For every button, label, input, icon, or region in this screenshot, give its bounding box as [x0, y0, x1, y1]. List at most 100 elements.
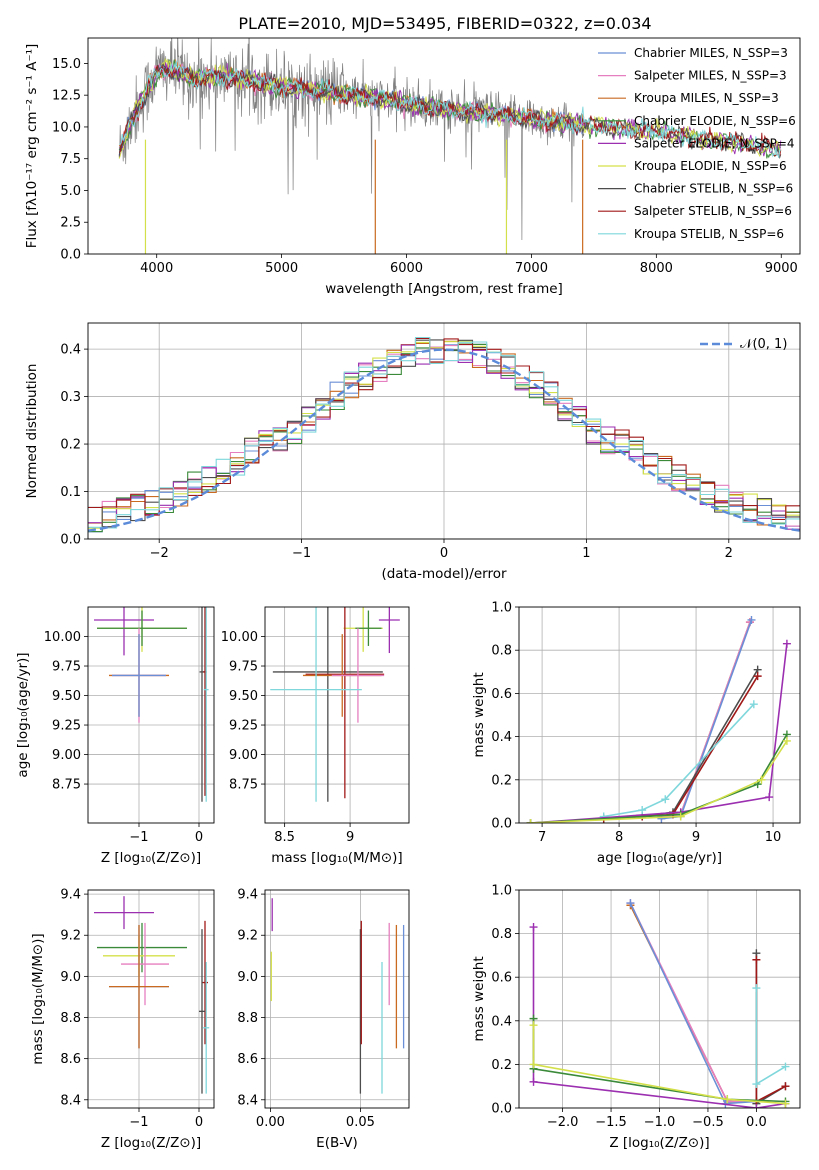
mass-weight-point	[765, 793, 774, 802]
x-tick-label: 9000	[765, 261, 798, 276]
legend-label: Chabrier STELIB, N_SSP=6	[634, 182, 793, 196]
y-tick-label: 9.4	[237, 888, 258, 903]
mass-weight-line	[603, 669, 759, 820]
y-tick-label: 9.50	[52, 689, 81, 704]
x-tick-label: −2.0	[547, 1115, 579, 1130]
mass-weight-point	[782, 736, 791, 745]
mass-weight-line	[755, 959, 786, 1103]
residual-frame	[87, 322, 801, 540]
x-tick-label: 7000	[515, 261, 548, 276]
x-tick-label: −1	[292, 546, 311, 561]
x-axis-label: age [log₁₀(age/yr)]	[597, 850, 722, 866]
mass-weight-point	[757, 775, 766, 784]
plot-area	[88, 323, 800, 539]
legend-label: Chabrier ELODIE, N_SSP=6	[634, 114, 796, 128]
mass-weight-line	[603, 675, 759, 820]
y-tick-label: 0.6	[491, 971, 512, 986]
residual-histogram-step	[88, 336, 800, 529]
normal-curve	[88, 348, 800, 532]
residual-histogram-step	[88, 337, 800, 521]
mass-weight-line	[532, 1025, 786, 1105]
y-axis-label: mass weight	[471, 956, 487, 1041]
x-tick-label: 6000	[390, 261, 423, 276]
x-axis-label: wavelength [Angstrom, rest frame]	[325, 281, 563, 297]
x-axis-label: mass [log₁₀(M/M⊙)]	[271, 850, 402, 866]
y-axis-label: mass [log₁₀(M/M⊙)]	[30, 933, 46, 1064]
y-tick-label: 0.4	[491, 1014, 512, 1029]
y-tick-label: 0.1	[60, 485, 81, 500]
figure-title: PLATE=2010, MJD=53495, FIBERID=0322, z=0…	[238, 14, 651, 33]
y-tick-label: 10.00	[221, 630, 258, 645]
x-axis-label: (data-model)/error	[381, 566, 507, 582]
mass-weight-point	[752, 955, 761, 964]
y-tick-label: 0.2	[491, 1058, 512, 1073]
x-tick-label: −0.5	[692, 1115, 724, 1130]
mass-weight-line	[530, 643, 788, 823]
legend-label: Chabrier MILES, N_SSP=3	[634, 46, 788, 60]
panel-weight-vs-Z: −2.0 −1.5 −1.0 −0.5 0.0 0.0 0.2 0.4 0.6 0.8 1.0 Z […	[471, 884, 801, 1151]
y-tick-label: 8.6	[237, 1052, 258, 1067]
mass-weight-line	[629, 902, 757, 1103]
mass-weight-point	[749, 700, 758, 709]
legend-label: Kroupa ELODIE, N_SSP=6	[634, 159, 787, 173]
x-axis-label: Z [log₁₀(Z/Z⊙)]	[101, 850, 201, 866]
mass-weight-line	[755, 988, 786, 1086]
x-tick-label: 0	[195, 1115, 203, 1130]
y-tick-label: 8.75	[52, 778, 81, 793]
panel-frame	[264, 889, 410, 1109]
y-tick-label: 0.0	[60, 533, 81, 548]
y-tick-label: 8.6	[60, 1052, 81, 1067]
plot-area	[519, 890, 800, 1108]
legend-label: Kroupa STELIB, N_SSP=6	[634, 227, 784, 241]
mass-weight-point	[752, 1104, 761, 1108]
y-tick-label: 0.4	[60, 343, 81, 358]
plot-area	[265, 890, 409, 1108]
panel-frame	[87, 889, 215, 1109]
x-tick-label: −1.0	[644, 1115, 676, 1130]
mass-weight-point	[752, 984, 761, 993]
y-tick-label: 1.0	[491, 884, 512, 899]
y-tick-label: 0.2	[60, 438, 81, 453]
mass-weight-point	[781, 1082, 790, 1091]
y-tick-label: 8.75	[229, 778, 258, 793]
legend-label: Salpeter STELIB, N_SSP=6	[634, 204, 792, 218]
y-tick-label: 2.5	[60, 216, 81, 231]
legend-label: Salpeter MILES, N_SSP=3	[634, 69, 787, 83]
y-tick-label: 0.3	[60, 390, 81, 405]
x-tick-label: 0	[195, 830, 203, 845]
x-tick-label: −2	[150, 546, 169, 561]
y-tick-label: 5.0	[60, 184, 81, 199]
y-tick-label: 9.00	[52, 748, 81, 763]
x-axis-label: E(B-V)	[316, 1135, 358, 1151]
x-tick-label: 8.5	[274, 830, 295, 845]
x-tick-label: 2	[725, 546, 733, 561]
mass-weight-line	[661, 621, 751, 818]
x-tick-label: −1	[129, 830, 148, 845]
x-tick-label: 0	[440, 546, 448, 561]
spectrum-legend: Chabrier MILES, N_SSP=3 Salpeter MILES, N…	[598, 46, 796, 241]
mass-weight-point	[661, 795, 670, 804]
mass-weight-point	[752, 1080, 761, 1089]
mass-weight-line	[661, 621, 751, 818]
y-tick-label: 0.0	[491, 1102, 512, 1117]
panel-frame	[518, 606, 801, 824]
y-tick-label: 0.0	[491, 817, 512, 832]
y-tick-label: 9.50	[229, 689, 258, 704]
plot-area	[118, 38, 782, 254]
mass-weight-line	[629, 902, 757, 1105]
plot-area	[88, 607, 214, 823]
mass-weight-point	[626, 899, 635, 908]
model-spectrum-line	[119, 60, 782, 159]
mass-weight-point	[747, 615, 756, 624]
y-tick-label: 0.4	[491, 730, 512, 745]
y-tick-label: 0.6	[491, 687, 512, 702]
mass-weight-point	[529, 923, 538, 932]
y-tick-label: 1.0	[491, 601, 512, 616]
mass-weight-point	[782, 639, 791, 648]
x-tick-label: 0.00	[256, 1115, 285, 1130]
y-tick-label: 9.2	[60, 929, 81, 944]
panel-frame	[264, 606, 410, 824]
mass-weight-point	[529, 1021, 538, 1030]
y-tick-label: 8.8	[237, 1011, 258, 1026]
x-tick-label: −1	[129, 1115, 148, 1130]
